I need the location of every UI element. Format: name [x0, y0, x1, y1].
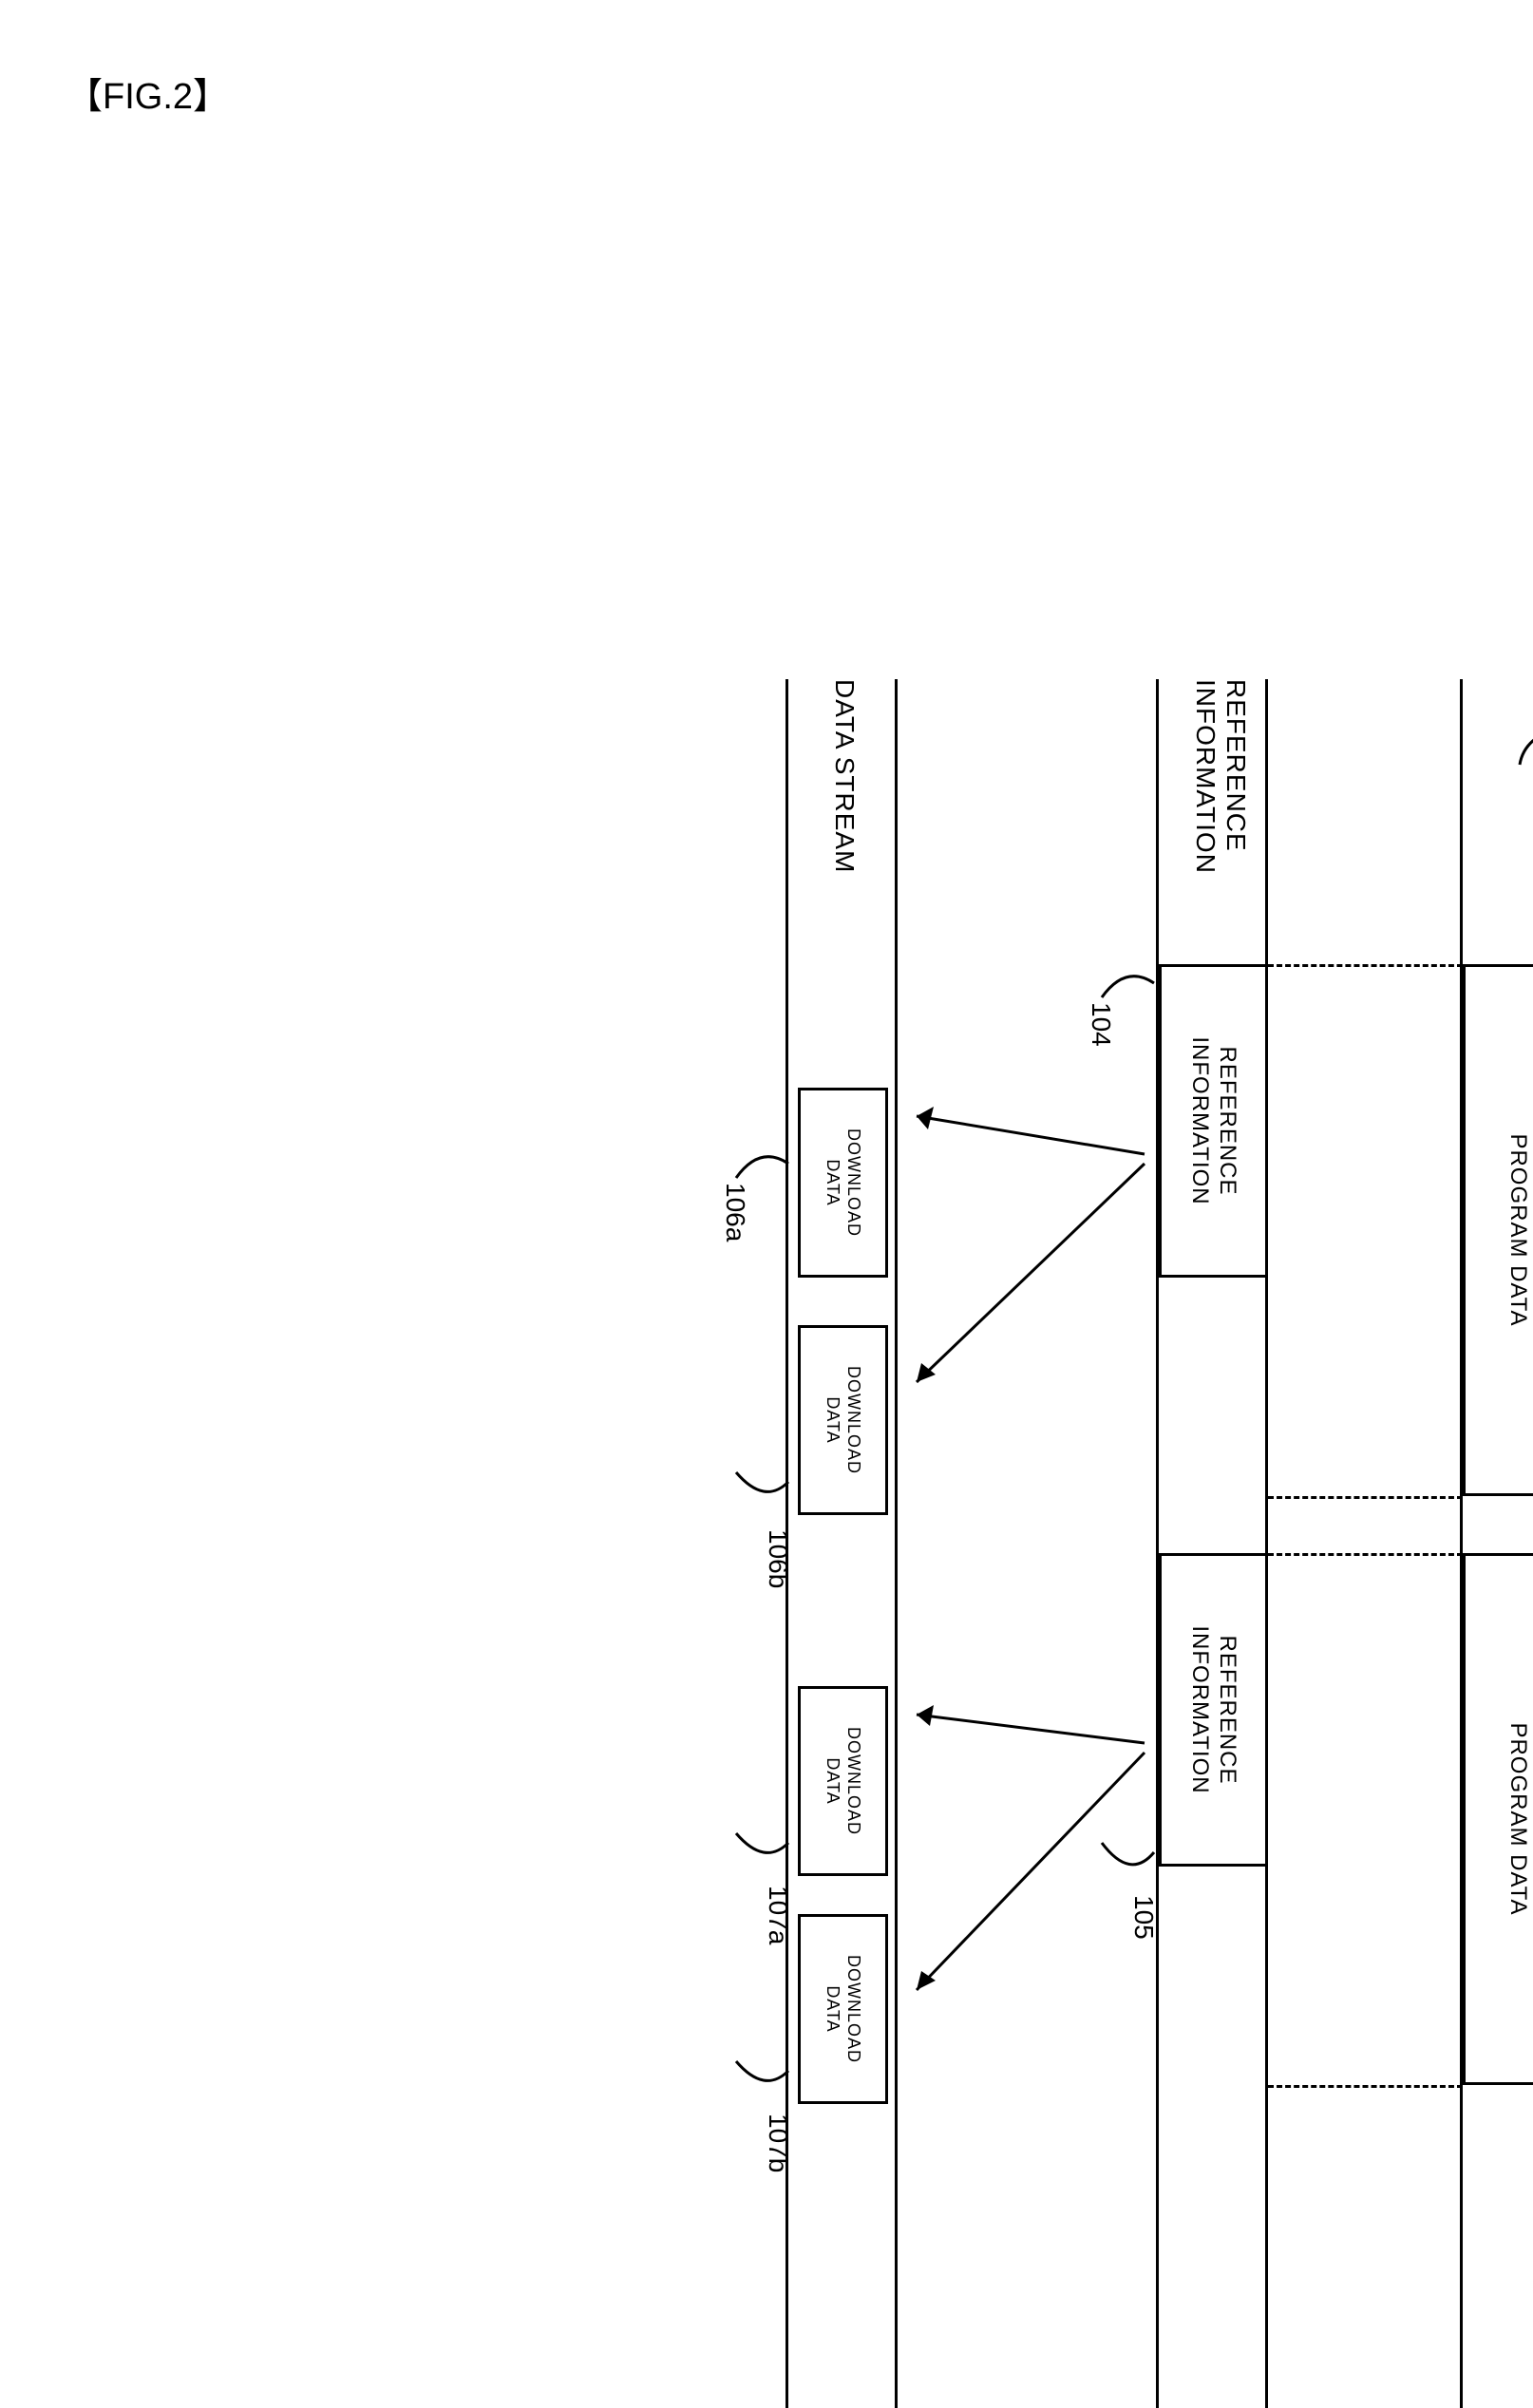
- data-top-line: [895, 679, 898, 2408]
- ref-bottom-line: [1156, 679, 1159, 2408]
- figure-title: 【FIG.2】: [66, 66, 229, 119]
- ref-104: 104: [1086, 1002, 1116, 1047]
- ref-info-1: REFERENCE INFORMATION: [1159, 964, 1268, 1278]
- callout-101: [1515, 717, 1533, 774]
- arrow-ref2-to-107b: [898, 1724, 1154, 2028]
- data-stream-label: DATA STREAM: [829, 679, 860, 873]
- dash-2: [1268, 1496, 1463, 1499]
- arrow-ref1-to-106b: [898, 1135, 1154, 1420]
- audio-bottom-line: [1460, 679, 1463, 2408]
- download-107b: DOWNLOAD DATA: [798, 1914, 888, 2104]
- download-107a: DOWNLOAD DATA: [798, 1686, 888, 1876]
- download-107b-label: DOWNLOAD DATA: [823, 1955, 863, 2063]
- dash-4: [1268, 2085, 1463, 2088]
- dash-3: [1268, 1553, 1463, 1556]
- diagram: AUDIO STREAM 101 PROGRAM DATA PROGRAM DA…: [0, 679, 1533, 1677]
- ref-107a: 107a: [763, 1886, 793, 1944]
- ref-106b: 106b: [763, 1529, 793, 1588]
- dash-1: [1268, 964, 1463, 967]
- program-data-2-label: PROGRAM DATA: [1504, 1722, 1531, 1915]
- program-data-1-label: PROGRAM DATA: [1504, 1133, 1531, 1326]
- download-106b-label: DOWNLOAD DATA: [823, 1366, 863, 1474]
- ref-107b: 107b: [763, 2114, 793, 2172]
- ref-top-line: [1265, 679, 1268, 2408]
- ref-info-2-label: REFERENCE INFORMATION: [1186, 1625, 1241, 1793]
- ref-info-1-label: REFERENCE INFORMATION: [1186, 1036, 1241, 1204]
- download-107a-label: DOWNLOAD DATA: [823, 1727, 863, 1835]
- ref-106a: 106a: [720, 1183, 750, 1242]
- ref-info-2: REFERENCE INFORMATION: [1159, 1553, 1268, 1867]
- reference-info-label: REFERENCE INFORMATION: [1190, 679, 1251, 874]
- program-data-2: PROGRAM DATA: [1463, 1553, 1533, 2085]
- download-106a-label: DOWNLOAD DATA: [823, 1128, 863, 1237]
- program-data-1: PROGRAM DATA: [1463, 964, 1533, 1496]
- download-106b: DOWNLOAD DATA: [798, 1325, 888, 1515]
- download-106a: DOWNLOAD DATA: [798, 1088, 888, 1278]
